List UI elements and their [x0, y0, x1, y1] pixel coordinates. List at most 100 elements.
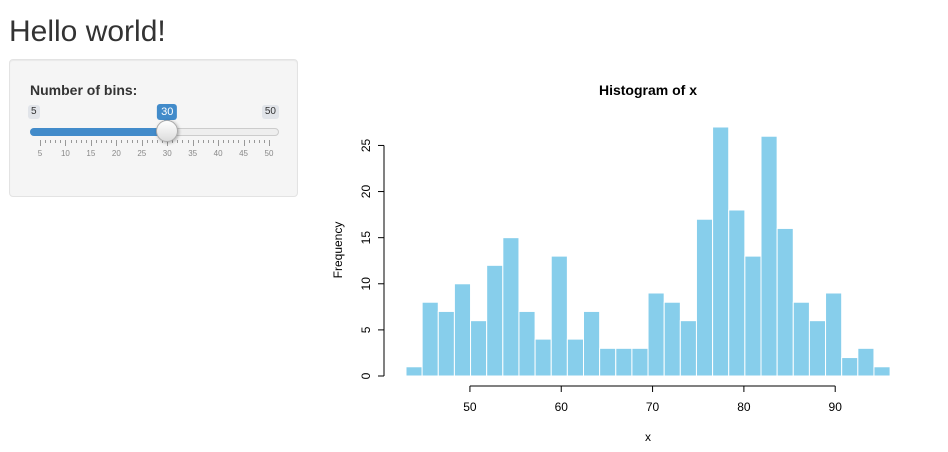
histogram-bar	[647, 292, 665, 377]
slider-grid-minor-tick	[197, 140, 199, 143]
slider-grid-tick	[243, 140, 245, 146]
slider-grid-tick	[141, 140, 143, 146]
slider-grid-minor-tick	[233, 140, 235, 143]
histogram-bar	[728, 209, 746, 377]
histogram-bar	[599, 347, 617, 377]
histogram-bar	[776, 227, 794, 377]
chart-title: Histogram of x	[599, 82, 697, 98]
x-tick-label: 60	[555, 400, 569, 414]
slider-max-label: 50	[261, 105, 279, 119]
slider-grid-minor-tick	[238, 140, 240, 143]
slider-grid-minor-tick	[258, 140, 260, 143]
histogram-bar	[470, 320, 488, 377]
x-tick-label: 70	[646, 400, 660, 414]
histogram-bar	[615, 347, 633, 377]
y-tick-label: 10	[359, 277, 373, 291]
histogram-bar	[679, 320, 697, 377]
slider-min-label: 5	[28, 105, 40, 119]
slider-grid-minor-tick	[80, 140, 82, 143]
slider-grid-minor-tick	[182, 140, 184, 143]
slider-grid-minor-tick	[177, 140, 179, 143]
histogram-bar	[583, 310, 601, 377]
slider-grid-label: 40	[213, 149, 223, 158]
slider-grid-minor-tick	[151, 140, 153, 143]
slider-grid-label: 45	[239, 149, 248, 158]
slider-grid-minor-tick	[70, 140, 72, 143]
slider-grid-minor-tick	[126, 140, 128, 143]
y-tick-label: 0	[359, 372, 373, 379]
slider-grid-label: 15	[86, 149, 96, 158]
slider-grid-minor-tick	[85, 140, 87, 143]
histogram-bar	[405, 366, 423, 377]
sidebar-panel: Number of bins: 5 50 30 5 10 15 20 25 30 35 40 4…	[9, 59, 298, 197]
slider-grid-minor-tick	[75, 140, 77, 143]
slider-grid-minor-tick	[202, 140, 204, 143]
slider-fill-bar	[30, 128, 168, 136]
y-axis-label: Frequency	[331, 222, 345, 279]
slider-grid-minor-tick	[223, 140, 225, 143]
histogram-bar	[695, 218, 714, 377]
slider-grid-label: 30	[162, 149, 172, 158]
slider-grid-minor-tick	[213, 140, 215, 143]
slider-grid-minor-tick	[106, 140, 108, 143]
histogram-bar	[486, 264, 504, 377]
x-tick-label: 80	[737, 400, 751, 414]
slider-grid-tick	[40, 140, 41, 146]
slider-grid-minor-tick	[146, 140, 148, 143]
slider-grid-minor-tick	[207, 140, 209, 143]
slider-grid-minor-tick	[55, 140, 57, 143]
histogram-bar	[873, 366, 891, 377]
histogram-bar	[437, 310, 455, 377]
slider-grid-minor-tick	[50, 140, 52, 143]
x-axis: 50 60 70 80 90	[463, 385, 843, 414]
histogram-bar	[808, 320, 827, 377]
histogram-bar	[825, 292, 843, 377]
histogram-bars	[405, 126, 891, 377]
slider-grid-minor-tick	[136, 140, 138, 143]
slider-grid-tick	[116, 140, 118, 146]
bins-slider-label: Number of bins:	[30, 82, 138, 98]
y-tick-label: 5	[359, 326, 373, 333]
slider-grid-minor-tick	[253, 140, 255, 143]
slider-grid-tick	[90, 140, 92, 146]
slider-grid-minor-tick	[187, 140, 189, 143]
histogram-bar	[760, 135, 778, 377]
slider-grid-minor-tick	[131, 140, 133, 143]
y-tick-label: 20	[359, 185, 373, 199]
x-tick-label: 50	[463, 400, 477, 414]
histogram-bar	[518, 310, 536, 377]
y-tick-label: 25	[359, 138, 373, 152]
slider-grid-minor-tick	[111, 140, 113, 143]
histogram-bar	[631, 347, 649, 377]
page-title: Hello world!	[9, 15, 166, 48]
x-tick-label: 90	[829, 400, 843, 414]
slider-grid-label: 35	[188, 149, 198, 158]
slider-grid-label: 20	[111, 149, 121, 158]
slider-grid-label: 25	[137, 149, 147, 158]
slider-grid-minor-tick	[95, 140, 97, 143]
histogram-bar	[421, 301, 439, 377]
histogram-bar	[550, 255, 568, 377]
slider-grid-tick	[218, 140, 220, 146]
slider-grid-minor-tick	[121, 140, 123, 143]
slider-grid-label: 10	[60, 149, 70, 158]
y-axis: 0 5 10 15 20 25	[359, 138, 385, 379]
slider-grid-label: 5	[37, 149, 43, 158]
histogram-bar	[792, 301, 810, 377]
slider-grid-minor-tick	[263, 140, 265, 143]
slider-grid-tick	[192, 140, 194, 146]
histogram-bar	[453, 283, 472, 377]
histogram-bar	[566, 338, 585, 377]
slider-grid-minor-tick	[157, 140, 159, 143]
slider-grid-minor-tick	[248, 140, 250, 143]
histogram-bar	[663, 301, 681, 377]
histogram-bar	[502, 237, 520, 377]
histogram-bar	[534, 338, 552, 377]
bins-slider-handle[interactable]	[156, 120, 179, 142]
histogram-bar	[712, 126, 730, 377]
slider-grid-minor-tick	[60, 140, 62, 143]
slider-grid-tick	[269, 140, 270, 146]
slider-grid-tick	[65, 140, 67, 146]
slider-grid-label: 50	[264, 149, 274, 158]
slider-grid-minor-tick	[101, 140, 103, 143]
